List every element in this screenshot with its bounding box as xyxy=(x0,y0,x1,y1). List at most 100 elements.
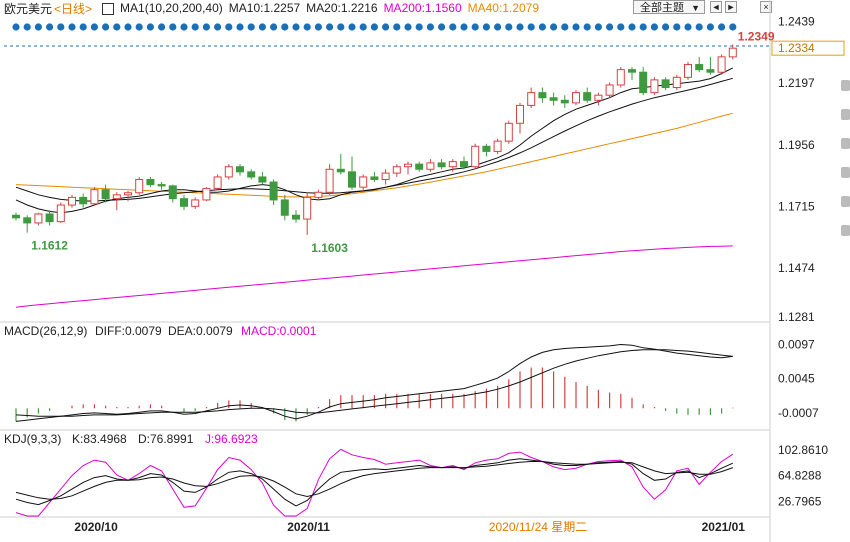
period-label[interactable]: <日线> xyxy=(54,1,93,16)
candle-body xyxy=(560,99,569,104)
event-dot xyxy=(639,23,647,31)
candle-body xyxy=(594,94,603,101)
event-dot xyxy=(426,23,434,31)
kdj-axis-tick: 64.8288 xyxy=(778,469,822,483)
event-dot xyxy=(382,23,390,31)
event-dot xyxy=(68,23,76,31)
toolbar-icon[interactable] xyxy=(841,225,850,236)
event-dot xyxy=(482,23,490,31)
event-dot xyxy=(393,23,401,31)
price-axis-tick: 1.1956 xyxy=(778,138,815,152)
ma-indicator-label[interactable]: MA1(10,20,200,40) xyxy=(120,1,223,15)
event-dot xyxy=(135,23,143,31)
candle-body xyxy=(684,64,692,78)
event-dot xyxy=(449,23,457,31)
price-annotation: 1.1603 xyxy=(311,241,348,255)
candle-body xyxy=(695,64,704,71)
event-dot xyxy=(113,23,121,31)
candle-body xyxy=(236,166,244,173)
candle-body xyxy=(404,163,412,168)
event-dot xyxy=(538,23,547,31)
event-dot xyxy=(57,23,65,31)
ma40-value: MA40:1.2079 xyxy=(467,1,540,15)
candlestick-icon xyxy=(102,3,115,15)
toolbar-icon[interactable] xyxy=(841,80,850,91)
date-axis-label: 2020/11/24 星期二 xyxy=(489,520,588,534)
candle-body xyxy=(303,196,312,220)
ma20-value: MA20:1.2216 xyxy=(306,1,378,15)
price-annotation: 1.1612 xyxy=(31,239,68,253)
candle-body xyxy=(258,176,267,183)
macd-diff-line xyxy=(15,343,733,422)
event-dot xyxy=(662,23,670,31)
event-dot xyxy=(90,23,98,31)
toolbar-icon[interactable] xyxy=(841,109,850,120)
candle-body xyxy=(527,92,536,106)
macd-value-label: MACD:0.0001 xyxy=(241,324,317,338)
close-button[interactable]: × xyxy=(760,1,772,13)
candle-body xyxy=(292,214,300,220)
event-dot xyxy=(158,23,166,31)
price-axis-tick: 1.1281 xyxy=(778,310,815,324)
kdj-title: KDJ(9,3,3) xyxy=(4,432,61,446)
kdj-j-line xyxy=(15,448,734,517)
ma10-value: MA10:1.2257 xyxy=(228,1,301,15)
event-dot xyxy=(225,23,233,31)
candle-body xyxy=(381,172,390,180)
candle-body xyxy=(392,166,401,174)
event-dot xyxy=(370,23,378,31)
candle-body xyxy=(605,84,614,96)
theme-dropdown-label: 全部主题 xyxy=(640,2,684,14)
event-dot xyxy=(281,23,289,31)
event-dot xyxy=(303,23,311,31)
candle-body xyxy=(415,163,424,170)
theme-dropdown[interactable]: 全部主题 ▼ xyxy=(633,0,705,14)
macd-dea-line xyxy=(15,349,733,417)
event-dot xyxy=(471,23,479,31)
event-dot xyxy=(169,23,177,31)
candle-body xyxy=(728,47,737,58)
toolbar-icon[interactable] xyxy=(841,138,850,149)
event-dot xyxy=(494,23,502,31)
ma40-line xyxy=(15,112,733,198)
event-dot xyxy=(214,23,222,31)
candle-body xyxy=(101,189,110,200)
symbol-label[interactable]: 欧元美元 xyxy=(4,1,53,16)
candle-body xyxy=(325,168,334,193)
candle-body xyxy=(628,69,636,73)
candle-body xyxy=(79,196,88,205)
event-dot xyxy=(236,23,244,31)
toolbar-icon[interactable] xyxy=(841,196,850,207)
candle-body xyxy=(504,122,513,142)
chevron-down-icon: ▼ xyxy=(691,3,700,13)
ma200-line xyxy=(15,245,733,308)
candle-body xyxy=(359,176,368,188)
event-dot xyxy=(247,23,255,31)
event-dot xyxy=(326,23,334,31)
candle-body xyxy=(90,189,99,205)
event-dot xyxy=(191,23,199,31)
candle-body xyxy=(538,92,547,99)
candle-body xyxy=(314,191,323,198)
event-dot xyxy=(46,23,54,31)
event-dot xyxy=(102,23,110,31)
prev-button[interactable]: ◄ xyxy=(710,1,722,13)
ma10-line xyxy=(15,67,734,214)
kdj-k-label: K:83.4968 xyxy=(72,432,127,446)
candle-body xyxy=(191,199,200,207)
event-dot xyxy=(404,23,412,31)
candle-body xyxy=(471,145,480,168)
event-dot xyxy=(606,23,614,31)
ma200-value: MA200:1.1560 xyxy=(383,1,462,15)
date-axis-label: 2020/11 xyxy=(287,520,330,534)
toolbar-icon[interactable] xyxy=(841,167,850,178)
event-dot xyxy=(718,23,726,31)
next-button[interactable]: ► xyxy=(725,1,737,13)
candle-body xyxy=(23,217,32,224)
candle-body xyxy=(168,185,177,200)
candle-body xyxy=(616,69,625,86)
event-dot xyxy=(583,23,591,31)
kdj-axis-tick: 26.7965 xyxy=(778,494,822,508)
kdj-d-label: D:76.8991 xyxy=(138,432,194,446)
